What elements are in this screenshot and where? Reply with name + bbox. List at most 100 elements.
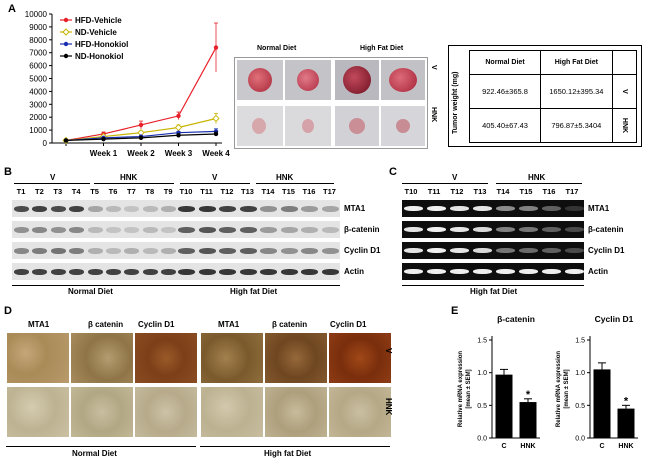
blot-lane-label: T1 [16, 187, 26, 196]
gel-band [496, 206, 515, 211]
gel-band [496, 269, 515, 274]
blot-band [321, 227, 339, 233]
data-point [174, 123, 183, 132]
blot-band [106, 206, 121, 212]
y-tick-label: 3000 [29, 100, 47, 109]
blot-strip [176, 200, 340, 217]
ylabel-line: [mean ± SEM] [564, 369, 570, 408]
bar-chart-ylabel: Relative mRNA expression [mean ± SEM] [458, 351, 472, 427]
photo-grid [234, 57, 428, 149]
ylabel-line: Relative mRNA expression [556, 351, 562, 427]
ylabel-line: [mean ± SEM] [466, 369, 472, 408]
gel-band [450, 269, 469, 274]
legend-marker [62, 28, 70, 36]
blot-band [32, 206, 48, 212]
gel-band [473, 206, 492, 211]
ihc-image [328, 332, 392, 384]
blot-band [124, 227, 140, 233]
ihc-image [264, 332, 328, 384]
blot-band [14, 206, 29, 212]
gel-band [450, 206, 469, 211]
y-tick-label: 9000 [29, 23, 47, 32]
bar-chart-beta-catenin: β-catenin Relative mRNA expression [mean ±… [458, 314, 540, 450]
blot-band [219, 227, 236, 233]
ihc-image [6, 332, 70, 384]
significance-marker: * [624, 395, 629, 407]
blot-band [239, 227, 257, 233]
western-blot-panel: V HNK T1 T2 T3 T4 T5 T6 T7 T8 T9 V HNK T10 T11 T12… [8, 172, 388, 302]
blot-lane-label: T16 [302, 187, 316, 196]
data-point [176, 113, 181, 119]
blot-band [260, 227, 277, 233]
gel-lane-label: T11 [427, 187, 441, 196]
tumor-photo [285, 60, 331, 100]
gel-band [450, 248, 469, 253]
legend-label: HFD-Vehicle [75, 16, 122, 25]
blot-band [321, 206, 339, 212]
blot-band [50, 248, 66, 254]
x-tick-label: Week 3 [165, 149, 193, 158]
blot-diet-right: High fat Diet [230, 287, 278, 296]
blot-band [239, 248, 257, 254]
panel-label-e: E [451, 305, 459, 317]
x-tick-label: Week 1 [90, 149, 118, 158]
data-point [213, 131, 219, 137]
weight-v-high: 1650.12±395.34 [540, 74, 613, 109]
blot-band [161, 227, 177, 233]
ihc-image [134, 332, 198, 384]
data-point [213, 45, 219, 50]
blot-band [32, 227, 48, 233]
ihc-image [70, 386, 134, 438]
significance-marker: * [526, 389, 531, 401]
blot-lane-label: T6 [108, 187, 118, 196]
y-tick-label: 4000 [29, 87, 47, 96]
gel-band [404, 227, 423, 232]
blot-band [142, 269, 158, 275]
blot-band [260, 269, 277, 275]
blot-band [32, 248, 48, 254]
data-point [101, 136, 106, 142]
blot-band [142, 248, 158, 254]
blot-protein-label: MTA1 [344, 204, 366, 213]
bar-chart-ylabel: Relative mRNA expression [mean ± SEM] [556, 351, 570, 427]
bar-category-label: HNK [618, 443, 633, 450]
blot-lane-label: T3 [53, 187, 63, 196]
ihc-header-r3: Cyclin D1 [330, 320, 367, 329]
legend-label: ND-Honokiol [75, 52, 123, 61]
gel-gene-label: Actin [588, 267, 608, 276]
tumor-photo [237, 106, 283, 146]
ihc-header-l2: β catenin [88, 320, 124, 329]
blot-band [161, 269, 177, 275]
blot-band [321, 248, 339, 254]
blot-group-hnk-left: HNK [120, 173, 138, 182]
blot-lane-label: T12 [220, 187, 234, 196]
blot-band [87, 206, 103, 212]
blot-band [14, 248, 29, 254]
rt-pcr-gel-panel: V HNK T10 T11 T12 T13 T14 T15 T16 T17 MTA1 β-cat… [398, 172, 648, 302]
legend-marker [63, 41, 69, 47]
ihc-image [70, 332, 134, 384]
blot-band [280, 206, 298, 212]
gel-band [427, 248, 446, 253]
y-tick-label: 0 [43, 139, 48, 148]
data-point [138, 135, 144, 141]
y-tick-label: 7000 [29, 49, 47, 58]
blot-band [219, 248, 236, 254]
gel-lane-label: T10 [404, 187, 418, 196]
gel-band [473, 248, 492, 253]
ihc-diet-right: High fat Diet [264, 449, 312, 458]
blot-band [106, 227, 121, 233]
gel-band [450, 227, 469, 232]
gel-band [427, 269, 446, 274]
blot-band [50, 206, 66, 212]
ihc-row-v: V [384, 348, 393, 354]
ihc-image [6, 386, 70, 438]
tumor-weight-grid: Normal Diet High Fat Diet 922.46±365.8 1… [468, 50, 638, 143]
blot-band [280, 269, 298, 275]
blot-protein-label: Actin [344, 267, 364, 276]
gel-strip [402, 200, 584, 217]
blot-lane-label: T5 [90, 187, 99, 196]
blot-band [50, 269, 66, 275]
bar-y-tick-label: 0.5 [477, 403, 487, 410]
